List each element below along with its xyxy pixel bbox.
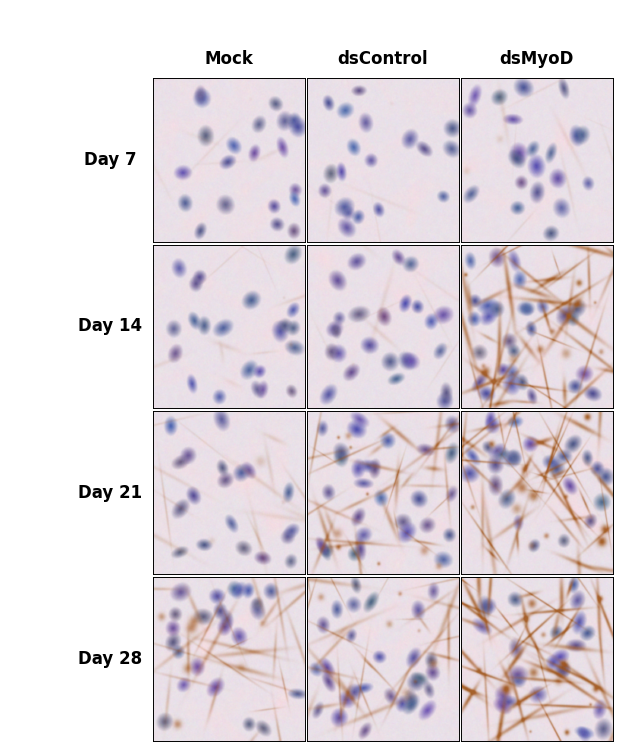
Text: Day 7: Day 7 (84, 151, 137, 169)
Text: Day 21: Day 21 (79, 483, 143, 502)
Text: Day 28: Day 28 (79, 650, 143, 668)
Text: dsControl: dsControl (337, 50, 428, 68)
Text: dsMyoD: dsMyoD (500, 50, 574, 68)
Text: Day 14: Day 14 (79, 317, 143, 336)
Text: Mock: Mock (205, 50, 254, 68)
